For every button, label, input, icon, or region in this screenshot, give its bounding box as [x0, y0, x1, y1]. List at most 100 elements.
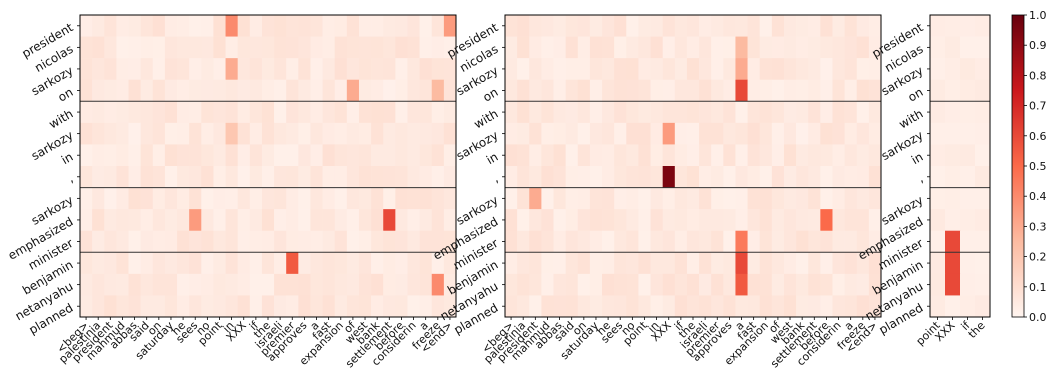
heatmap-cell [443, 252, 457, 275]
heatmap-cell [237, 36, 251, 59]
heatmap-cell [975, 166, 991, 188]
heatmap-cell [383, 209, 396, 232]
heatmap-cell [140, 36, 154, 59]
y-tick-label: with [46, 107, 75, 132]
heatmap-cell [975, 273, 991, 296]
heatmap-cell [553, 144, 566, 167]
heatmap-cell [116, 273, 129, 296]
heatmap-cell [796, 101, 809, 124]
heatmap-cell [638, 58, 651, 81]
heatmap-cell [771, 122, 785, 145]
heatmap-cell [674, 122, 688, 145]
heatmap-cell [626, 187, 639, 210]
heatmap-cell [419, 187, 433, 210]
heatmap-cell [868, 252, 882, 275]
heatmap-cell [201, 58, 214, 81]
heatmap-cell [796, 166, 809, 188]
heatmap-cell [602, 295, 615, 318]
heatmap-cell [820, 252, 833, 275]
heatmap-cell [945, 252, 961, 275]
heatmap-cell [517, 15, 530, 37]
heatmap-cell [820, 144, 833, 167]
heatmap-cell [152, 101, 166, 124]
heatmap-cell [808, 79, 821, 102]
heatmap-cell [116, 144, 129, 167]
heatmap-cell [334, 58, 348, 81]
heatmap-cell [614, 187, 627, 210]
heatmap-cell [322, 230, 336, 253]
heatmap-cell [443, 101, 457, 124]
heatmap-cell [589, 252, 603, 275]
heatmap-cell [723, 36, 736, 59]
heatmap-cell [152, 122, 166, 145]
heatmap-cell [164, 58, 178, 81]
heatmap-cell [104, 36, 117, 59]
heatmap-cell [686, 101, 700, 124]
heatmap-cell [711, 273, 724, 296]
heatmap-cell [930, 122, 946, 145]
heatmap-cell [177, 144, 190, 167]
heatmap-cell [650, 230, 663, 253]
heatmap-cell [201, 122, 214, 145]
heatmap-cell [517, 273, 530, 296]
heatmap-cell [711, 144, 724, 167]
heatmap-cell [92, 273, 105, 296]
heatmap-cell [213, 166, 226, 188]
heatmap-cell [650, 144, 663, 167]
heatmap-cell [975, 209, 991, 232]
heatmap-cell [650, 209, 663, 232]
heatmap-cell [261, 252, 275, 275]
heatmap-cell [747, 122, 761, 145]
heatmap-cell [334, 252, 348, 275]
heatmap-cell [383, 79, 396, 102]
heatmap-cell [346, 144, 360, 167]
heatmap-cell [443, 58, 457, 81]
heatmap-cell [553, 209, 566, 232]
heatmap-cell [80, 166, 93, 188]
heatmap-cell [261, 79, 275, 102]
heatmap-cell [443, 79, 457, 102]
heatmap-cell [747, 58, 761, 81]
heatmap-cell [771, 252, 785, 275]
heatmap-cell [225, 58, 238, 81]
heatmap-cell [334, 122, 348, 145]
heatmap-cell [213, 230, 226, 253]
heatmap-cell [140, 209, 154, 232]
heatmap-cell [225, 15, 238, 37]
heatmap-cell [723, 230, 736, 253]
heatmap-cell [189, 79, 202, 102]
heatmap-cell [856, 15, 870, 37]
heatmap-cell [844, 36, 858, 59]
panel-frame [929, 14, 991, 318]
heatmap-cell [699, 230, 712, 253]
heatmap-cell [274, 122, 287, 145]
heatmap-cell [505, 79, 518, 102]
heatmap-cell [856, 166, 870, 188]
heatmap-cell [298, 230, 311, 253]
heatmap-cell [808, 166, 821, 188]
heatmap-cell [699, 273, 712, 296]
heatmap-cell [975, 79, 991, 102]
heatmap-cell [358, 122, 372, 145]
heatmap-cell [286, 122, 299, 145]
heatmap-cell [517, 58, 530, 81]
heatmap-cell [225, 122, 238, 145]
heatmap-cell [945, 273, 961, 296]
y-tick-label: in [909, 150, 925, 168]
heatmap-cell [407, 36, 420, 59]
heatmap-cell [529, 209, 542, 232]
heatmap-cell [960, 273, 976, 296]
heatmap-cell [529, 122, 542, 145]
heatmap-cell [844, 144, 858, 167]
y-tick-label: on [56, 85, 76, 105]
heatmap-cell [699, 209, 712, 232]
heatmap-cell [662, 230, 676, 253]
heatmap-cell [589, 101, 603, 124]
heatmap-cell [177, 15, 190, 37]
heatmap-cell [529, 252, 542, 275]
heatmap-cell [322, 58, 336, 81]
heatmap-cell [674, 79, 688, 102]
heatmap-cell [856, 273, 870, 296]
heatmap-cell [529, 36, 542, 59]
heatmap-cell [419, 230, 433, 253]
